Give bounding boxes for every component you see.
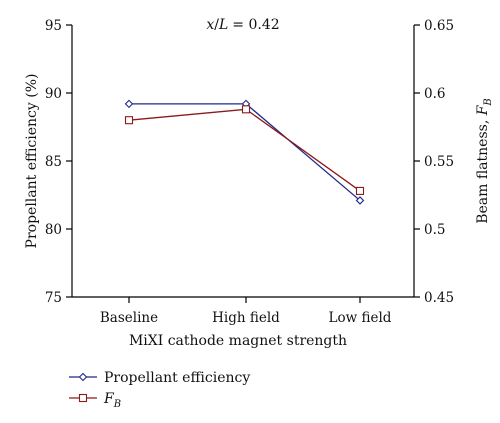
legend-label-fb-subscript: B bbox=[113, 399, 121, 410]
annotation-value: = 0.42 bbox=[232, 17, 279, 33]
annotation: x/L = 0.42 bbox=[206, 17, 279, 33]
axes bbox=[71, 25, 415, 298]
data-point-square bbox=[124, 116, 134, 125]
legend-label-fb: FB bbox=[103, 391, 121, 410]
left-tick-label: 90 bbox=[45, 86, 62, 102]
series-propellant-efficiency bbox=[124, 99, 365, 205]
right-axis-title-subscript: B bbox=[483, 98, 494, 106]
x-axis-title: MiXI cathode magnet strength bbox=[129, 333, 347, 349]
legend-label-fb-symbol: F bbox=[103, 391, 115, 407]
left-tick-label: 95 bbox=[45, 18, 62, 34]
right-axis-title-symbol: F bbox=[475, 104, 491, 116]
x-tick-label: High field bbox=[212, 310, 280, 326]
right-tick-label: 0.55 bbox=[424, 154, 454, 170]
right-tick-label: 0.6 bbox=[424, 86, 445, 102]
legend-marker-diamond bbox=[78, 372, 88, 382]
left-tick-label: 75 bbox=[45, 290, 62, 306]
series-line bbox=[129, 103, 361, 201]
right-tick-label: 0.45 bbox=[424, 290, 454, 306]
left-axis-title: Propellant efficiency (%) bbox=[24, 74, 40, 249]
right-tick-label: 0.65 bbox=[424, 18, 454, 34]
right-axis-title: Beam flatness, FB bbox=[475, 98, 494, 224]
annotation-slash: / bbox=[214, 17, 219, 33]
x-axis-ticks: Baseline High field Low field bbox=[100, 297, 392, 326]
right-tick-label: 0.5 bbox=[424, 222, 445, 238]
annotation-numerator: x bbox=[206, 17, 214, 33]
legend-label-efficiency: Propellant efficiency bbox=[104, 370, 250, 386]
legend-item-efficiency: Propellant efficiency bbox=[69, 370, 250, 386]
data-point-diamond bbox=[355, 196, 365, 205]
left-axis-ticks: 75 80 85 90 95 bbox=[45, 18, 72, 306]
right-axis-ticks: 0.45 0.5 0.55 0.6 0.65 bbox=[414, 18, 454, 306]
data-point-diamond bbox=[124, 99, 134, 109]
left-tick-label: 85 bbox=[45, 154, 62, 170]
legend: Propellant efficiency FB bbox=[69, 370, 250, 410]
series-line bbox=[128, 108, 361, 192]
x-tick-label: Low field bbox=[329, 310, 392, 326]
data-point-square bbox=[355, 186, 365, 195]
annotation-denominator: L bbox=[218, 17, 228, 33]
right-axis-title-main: Beam flatness, bbox=[475, 115, 491, 224]
x-tick-label: Baseline bbox=[100, 310, 158, 326]
series-fb bbox=[124, 105, 365, 195]
data-point-square bbox=[241, 105, 251, 114]
legend-item-fb: FB bbox=[69, 391, 121, 410]
legend-marker-square bbox=[78, 393, 88, 403]
series-layer bbox=[124, 99, 365, 205]
left-tick-label: 80 bbox=[45, 222, 62, 238]
